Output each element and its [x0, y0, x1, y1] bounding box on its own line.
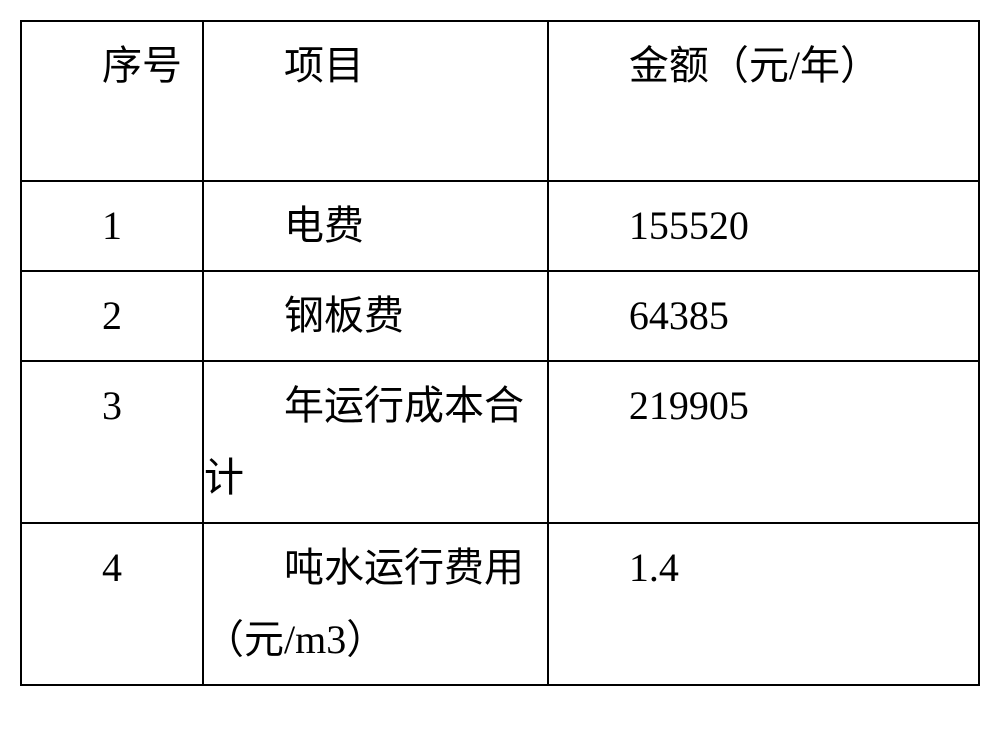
- cell-amount: 1.4: [548, 523, 979, 685]
- cell-value-amount: 64385: [549, 272, 978, 360]
- header-cell-item: 项目: [203, 21, 548, 181]
- cell-seq: 2: [21, 271, 203, 361]
- cell-item: 钢板费: [203, 271, 548, 361]
- cell-value-item: 电费: [204, 182, 547, 270]
- cell-value-amount: 1.4: [549, 524, 978, 612]
- table-row: 3 年运行成本合计 219905: [21, 361, 979, 523]
- cell-value-item: 钢板费: [204, 272, 547, 360]
- cell-value-amount: 155520: [549, 182, 978, 270]
- table-row: 4 吨水运行费用（元/m3） 1.4: [21, 523, 979, 685]
- cell-value-seq: 1: [22, 182, 202, 270]
- cell-value-item: 年运行成本合计: [204, 362, 547, 522]
- cost-table: 序号 项目 金额（元/年） 1 电费 155520 2: [20, 20, 980, 686]
- cell-amount: 155520: [548, 181, 979, 271]
- cell-seq: 1: [21, 181, 203, 271]
- cell-item: 电费: [203, 181, 548, 271]
- cell-value-seq: 3: [22, 362, 202, 450]
- cell-value-seq: 4: [22, 524, 202, 612]
- header-cell-seq: 序号: [21, 21, 203, 181]
- cell-value-amount: 219905: [549, 362, 978, 450]
- cell-item: 年运行成本合计: [203, 361, 548, 523]
- cell-amount: 64385: [548, 271, 979, 361]
- cell-value-seq: 2: [22, 272, 202, 360]
- cost-table-container: 序号 项目 金额（元/年） 1 电费 155520 2: [20, 20, 980, 686]
- cell-item: 吨水运行费用（元/m3）: [203, 523, 548, 685]
- table-row: 1 电费 155520: [21, 181, 979, 271]
- table-header-row: 序号 项目 金额（元/年）: [21, 21, 979, 181]
- cell-seq: 4: [21, 523, 203, 685]
- header-cell-amount: 金额（元/年）: [548, 21, 979, 181]
- table-row: 2 钢板费 64385: [21, 271, 979, 361]
- header-label-seq: 序号: [22, 22, 202, 110]
- header-label-amount: 金额（元/年）: [549, 22, 978, 110]
- cell-value-item: 吨水运行费用（元/m3）: [204, 524, 547, 684]
- header-label-item: 项目: [204, 22, 547, 110]
- cell-seq: 3: [21, 361, 203, 523]
- cell-amount: 219905: [548, 361, 979, 523]
